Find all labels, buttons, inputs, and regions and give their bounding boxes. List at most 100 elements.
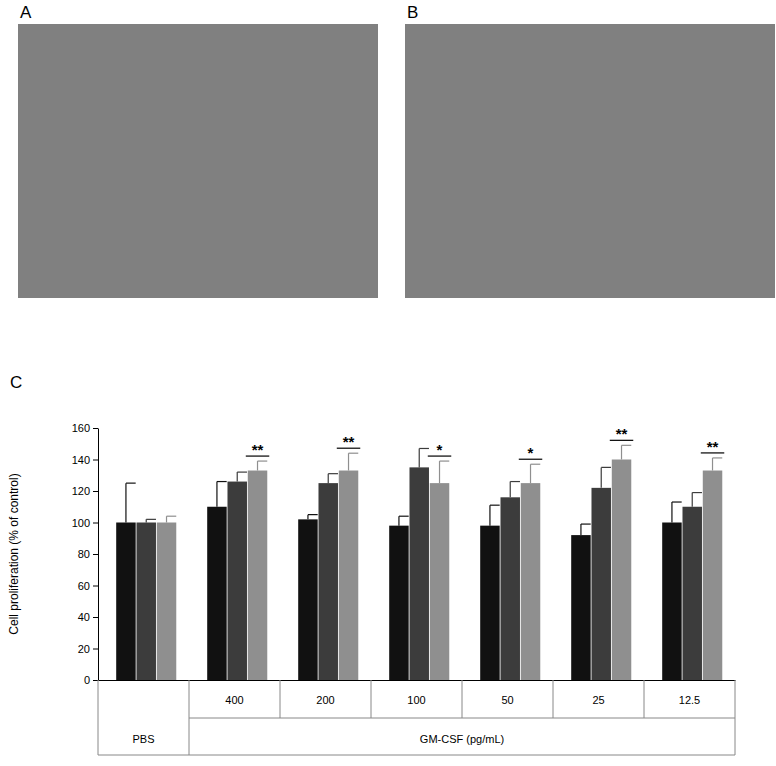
table-line — [189, 680, 190, 755]
error-bar — [146, 519, 156, 522]
y-tick: 20 — [78, 643, 98, 655]
y-tick-label: 60 — [78, 580, 90, 592]
bar — [207, 507, 226, 680]
y-tick-label: 140 — [72, 454, 90, 466]
error-bar — [126, 483, 136, 522]
error-bar-cap — [713, 457, 723, 458]
error-bar — [692, 493, 702, 507]
error-bar-stem — [237, 472, 238, 481]
error-bar-cap — [399, 516, 409, 517]
error-bar-stem — [216, 482, 217, 507]
error-bar-cap — [258, 460, 268, 461]
bar — [500, 497, 519, 680]
error-bar-stem — [692, 493, 693, 507]
error-bar-cap — [510, 481, 520, 482]
bar — [571, 535, 590, 680]
error-bar-cap — [349, 453, 359, 454]
error-bar — [672, 502, 682, 522]
x-axis-line — [99, 680, 736, 681]
table-line — [644, 680, 645, 718]
bar — [612, 460, 631, 681]
series — [157, 445, 722, 680]
error-bar-cap — [490, 505, 500, 506]
error-bar-stem — [489, 505, 490, 525]
error-bar-stem — [530, 464, 531, 483]
error-bar-cap — [308, 514, 318, 515]
error-bar-stem — [510, 482, 511, 498]
bar — [298, 519, 317, 680]
y-tick: 0 — [84, 674, 98, 686]
y-axis: 0 20 40 60 80 100 120 140 160 — [72, 422, 99, 686]
table-line — [280, 680, 281, 718]
bar — [227, 482, 246, 680]
y-tick-mark — [93, 554, 98, 555]
y-tick-mark — [93, 680, 98, 681]
error-bar — [419, 448, 429, 467]
panel-label: A — [20, 3, 32, 22]
bar — [703, 471, 722, 680]
table-line — [98, 755, 735, 756]
x-tick: 25 — [592, 680, 604, 706]
error-bar-stem — [419, 448, 420, 467]
bar — [591, 488, 610, 680]
error-bar — [490, 505, 500, 525]
error-bar — [531, 464, 541, 483]
x-tick-label: 25 — [592, 694, 604, 706]
x-axis: PBS400200100502512.5 — [99, 680, 736, 745]
significance-label: ** — [252, 441, 264, 458]
y-tick-label: 120 — [72, 485, 90, 497]
error-bar-stem — [671, 502, 672, 522]
error-bar — [349, 453, 359, 470]
y-tick: 120 — [72, 485, 98, 497]
significance-label: ** — [707, 438, 719, 455]
error-bar-stem — [398, 516, 399, 525]
bar — [248, 471, 267, 680]
series — [116, 482, 681, 680]
error-bar-cap — [126, 483, 136, 484]
bar — [157, 523, 176, 681]
y-tick: 140 — [72, 454, 98, 466]
y-tick: 60 — [78, 580, 98, 592]
y-tick-mark — [93, 523, 98, 524]
micrograph — [18, 24, 378, 298]
error-bar-cap — [601, 467, 611, 468]
error-bar — [167, 516, 177, 522]
error-bar — [713, 458, 723, 471]
error-bar — [440, 461, 450, 483]
error-bar — [510, 482, 520, 498]
error-bar-cap — [237, 472, 247, 473]
x-tick: 12.5 — [679, 680, 700, 706]
error-bar — [622, 445, 632, 459]
table-line — [462, 680, 463, 718]
y-tick-mark — [93, 617, 98, 618]
table-line — [371, 680, 372, 718]
error-bar — [308, 515, 318, 520]
figure: ABC020406080100120140160Cell proliferati… — [0, 0, 776, 766]
bar — [430, 483, 449, 680]
bar — [682, 507, 701, 680]
error-bar — [399, 516, 409, 525]
y-tick-label: 80 — [78, 548, 90, 560]
x-tick: 400 — [225, 680, 243, 706]
y-tick-mark — [93, 491, 98, 492]
table-line — [735, 680, 736, 755]
series — [136, 448, 701, 680]
plot-area — [116, 445, 722, 680]
y-tick-label: 160 — [72, 422, 90, 434]
x-tick: PBS — [132, 680, 154, 745]
y-axis-title: Cell proliferation (% of control) — [7, 473, 21, 634]
table-line — [98, 680, 99, 755]
x-tick: 100 — [407, 680, 425, 706]
error-bar-cap — [692, 492, 702, 493]
y-tick-label: 40 — [78, 611, 90, 623]
error-bar-stem — [328, 474, 329, 483]
error-bar-cap — [146, 519, 156, 520]
significance-label: * — [437, 441, 443, 458]
bar — [662, 523, 681, 681]
significance-label: ** — [343, 433, 355, 450]
micrograph — [405, 24, 775, 298]
error-bar-stem — [348, 453, 349, 470]
y-tick: 100 — [72, 517, 98, 529]
bar — [480, 526, 499, 680]
error-bar-stem — [125, 483, 126, 522]
